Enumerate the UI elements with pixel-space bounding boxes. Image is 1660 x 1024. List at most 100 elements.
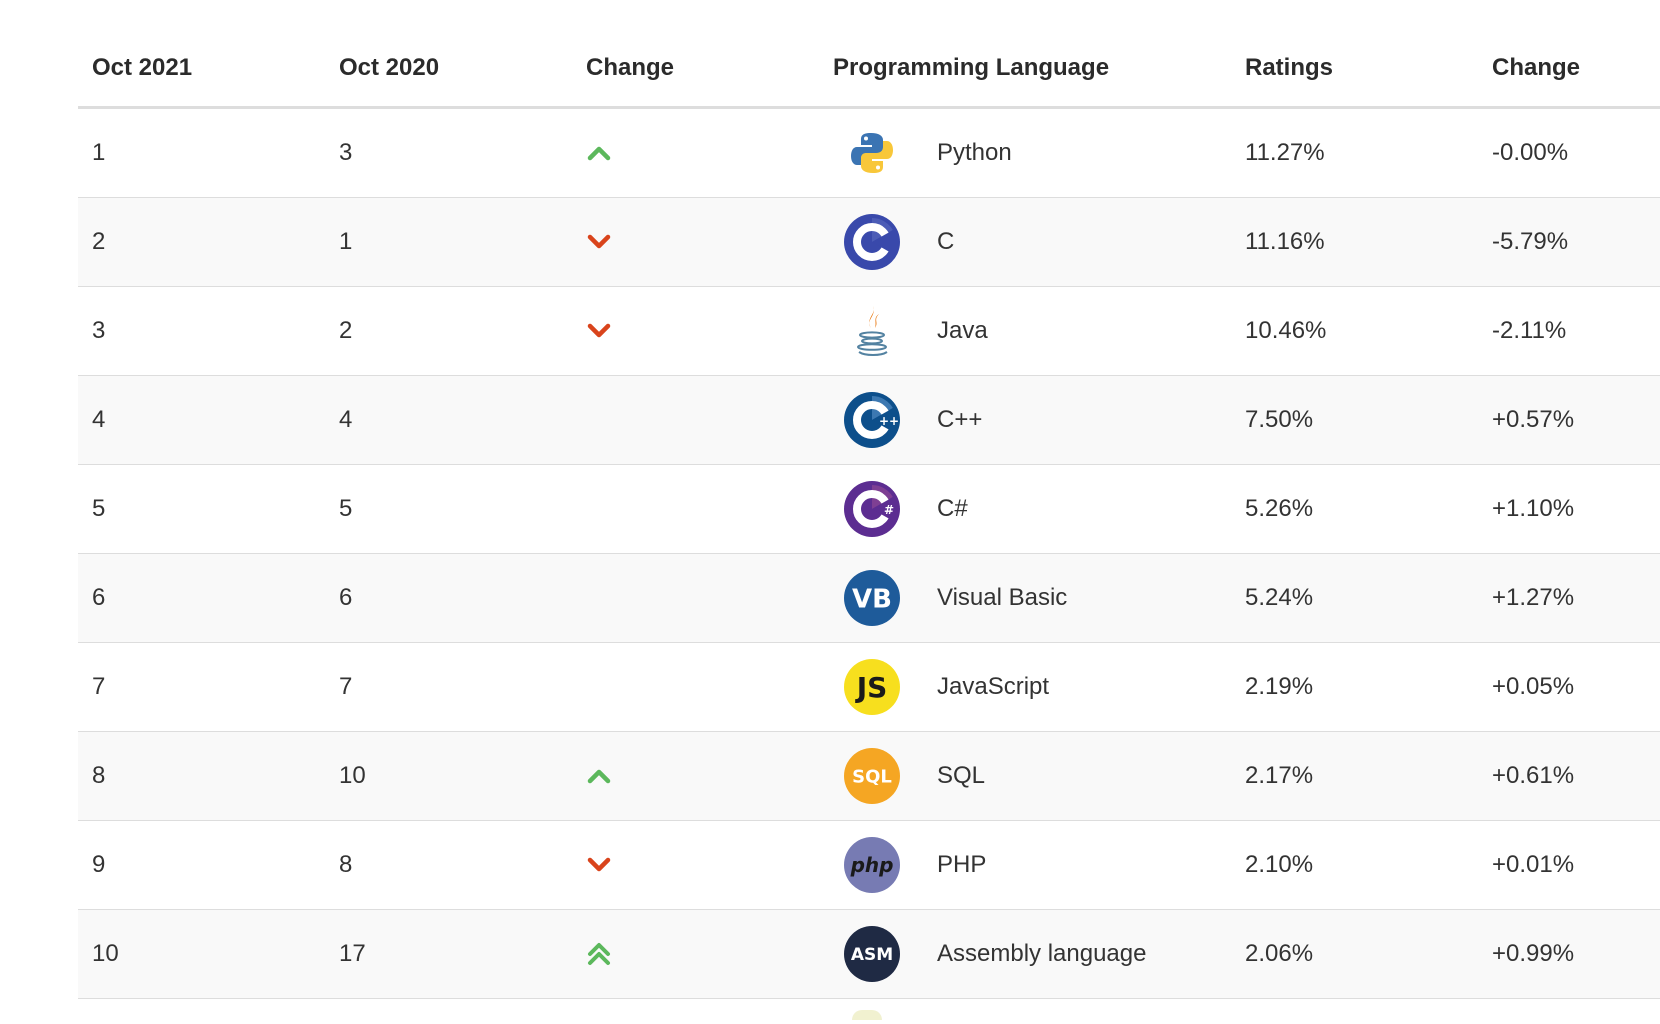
rating-change-value: +0.05%	[1478, 642, 1660, 732]
rating-value: 5.26%	[1231, 464, 1478, 554]
visual-basic-logo-icon: VB	[841, 567, 903, 629]
current-rank: 9	[78, 820, 325, 910]
previous-rank: 17	[325, 909, 572, 999]
rank-change	[572, 107, 819, 198]
rank-change	[572, 820, 819, 910]
previous-rank: 10	[325, 731, 572, 821]
rating-value: 10.46%	[1231, 286, 1478, 376]
language-name: Visual Basic	[937, 584, 1068, 611]
table-row: 9 8 php PHP 2.10% +0.01%	[78, 820, 1660, 910]
current-rank: 6	[78, 553, 325, 643]
table-row: 1 3 Python 11.27% -0.00%	[78, 107, 1660, 198]
table-row: 5 5 # C# 5.26% +1.10%	[78, 464, 1660, 554]
language-name: JavaScript	[937, 673, 1050, 700]
current-rank: 1	[78, 107, 325, 198]
rating-change-value: +1.10%	[1478, 464, 1660, 554]
rank-change	[572, 286, 819, 376]
rating-value: 2.06%	[1231, 909, 1478, 999]
language-name: Java	[937, 317, 988, 344]
rank-change	[572, 553, 819, 643]
rating-change-value: +0.61%	[1478, 731, 1660, 821]
header-previous-rank: Oct 2020	[325, 30, 572, 109]
javascript-logo-icon: JS	[841, 656, 903, 718]
php-logo-icon: php	[841, 834, 903, 896]
table-row: 10 17 ASM Assembly language 2.06% +0.99%	[78, 909, 1660, 999]
sql-logo-icon: SQL	[841, 745, 903, 807]
rating-value: 2.19%	[1231, 642, 1478, 732]
programming-language-cell: ++ C++	[819, 375, 1231, 465]
current-rank: 2	[78, 197, 325, 287]
current-rank: 3	[78, 286, 325, 376]
rating-change-value: +0.99%	[1478, 909, 1660, 999]
programming-language-cell: # C#	[819, 464, 1231, 554]
rank-change	[572, 197, 819, 287]
rating-value: 11.16%	[1231, 197, 1478, 287]
header-current-rank: Oct 2021	[78, 30, 325, 109]
double-chevron-up-icon	[586, 941, 819, 967]
svg-text:php: php	[850, 853, 894, 877]
previous-rank: 7	[325, 642, 572, 732]
csharp-logo-icon: #	[841, 478, 903, 540]
programming-language-cell: ASM Assembly language	[819, 909, 1231, 999]
programming-language-cell: C	[819, 197, 1231, 287]
language-name: SQL	[937, 762, 986, 789]
tiobe-index-table-container: Oct 2021 Oct 2020 Change Programming Lan…	[78, 30, 1660, 1019]
next-row-logo-partial	[852, 1010, 882, 1020]
language-name: Python	[937, 139, 1012, 166]
language-name: C#	[937, 495, 968, 522]
programming-language-cell: VB Visual Basic	[819, 553, 1231, 643]
rating-value: 2.17%	[1231, 731, 1478, 821]
language-name: C++	[937, 406, 983, 433]
rating-change-value: +1.27%	[1478, 553, 1660, 643]
chevron-up-icon	[586, 767, 819, 785]
current-rank: 4	[78, 375, 325, 465]
rank-change	[572, 731, 819, 821]
previous-rank: 6	[325, 553, 572, 643]
table-row: 3 2 Java 10.46% -2.11%	[78, 286, 1660, 376]
rating-value: 2.10%	[1231, 820, 1478, 910]
table-row: 4 4 ++ C++ 7.50% +0.57%	[78, 375, 1660, 465]
table-row-partial	[78, 998, 1660, 1019]
programming-language-cell: JS JavaScript	[819, 642, 1231, 732]
header-ratings: Ratings	[1231, 30, 1478, 109]
current-rank: 5	[78, 464, 325, 554]
java-logo-icon	[841, 300, 903, 362]
language-name: C	[937, 228, 955, 255]
rating-change-value: -5.79%	[1478, 197, 1660, 287]
table-row: 2 1 C 11.16% -5.79%	[78, 197, 1660, 287]
python-logo-icon	[841, 122, 903, 184]
current-rank: 7	[78, 642, 325, 732]
previous-rank: 3	[325, 107, 572, 198]
programming-language-cell: Java	[819, 286, 1231, 376]
c-logo-icon	[841, 211, 903, 273]
svg-text:SQL: SQL	[852, 766, 892, 787]
rating-change-value: -2.11%	[1478, 286, 1660, 376]
current-rank: 8	[78, 731, 325, 821]
table-row: 6 6 VB Visual Basic 5.24% +1.27%	[78, 553, 1660, 643]
rank-change	[572, 375, 819, 465]
previous-rank: 2	[325, 286, 572, 376]
current-rank: 10	[78, 909, 325, 999]
svg-text:JS: JS	[855, 671, 888, 704]
chevron-up-icon	[586, 144, 819, 162]
programming-language-cell: Python	[819, 107, 1231, 198]
rating-change-value: +0.01%	[1478, 820, 1660, 910]
tiobe-index-table: Oct 2021 Oct 2020 Change Programming Lan…	[78, 30, 1660, 1019]
language-name: PHP	[937, 851, 987, 878]
svg-text:VB: VB	[852, 584, 892, 614]
assembly-logo-icon: ASM	[841, 923, 903, 985]
svg-text:ASM: ASM	[851, 945, 893, 965]
table-row: 8 10 SQL SQL 2.17% +0.61%	[78, 731, 1660, 821]
table-row: 7 7 JS JavaScript 2.19% +0.05%	[78, 642, 1660, 732]
svg-text:#: #	[884, 503, 894, 517]
rank-change	[572, 464, 819, 554]
programming-language-cell: php PHP	[819, 820, 1231, 910]
rating-value: 11.27%	[1231, 107, 1478, 198]
rank-change	[572, 909, 819, 999]
chevron-down-icon	[586, 856, 819, 874]
chevron-down-icon	[586, 322, 819, 340]
rating-change-value: -0.00%	[1478, 107, 1660, 198]
rating-change-value: +0.57%	[1478, 375, 1660, 465]
cpp-logo-icon: ++	[841, 389, 903, 451]
previous-rank: 1	[325, 197, 572, 287]
